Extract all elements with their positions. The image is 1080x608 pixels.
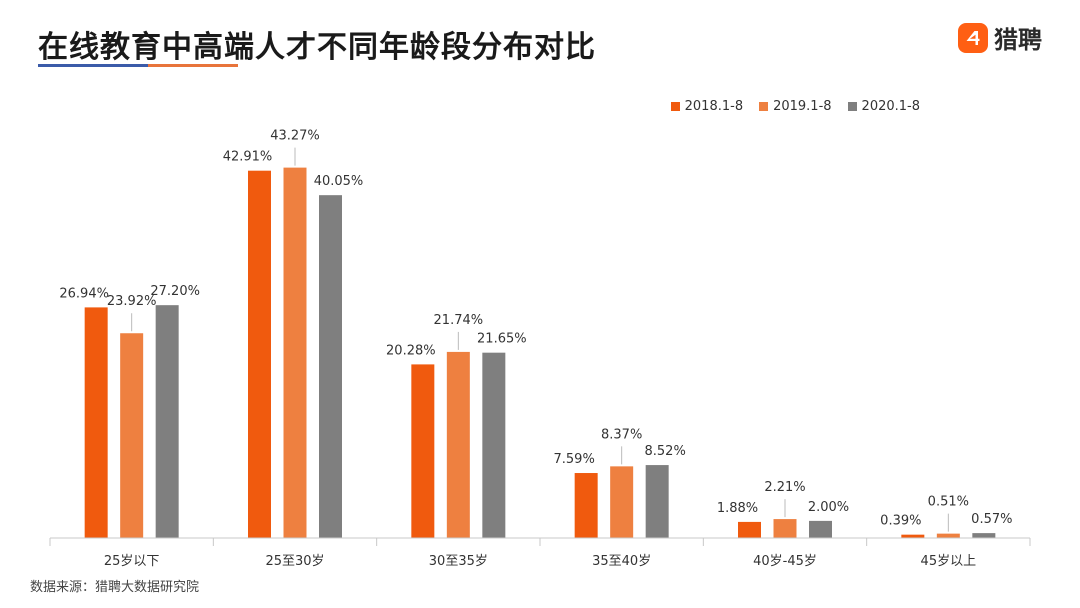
legend-item-2019: 2019.1-8 (759, 99, 832, 114)
legend-item-2018: 2018.1-8 (670, 99, 744, 114)
bar-2-1 (120, 333, 144, 538)
legend-swatch-2020 (847, 102, 857, 111)
data-source-note: 数据来源：猎聘大数据研究院 (30, 580, 200, 595)
chart-legend: 2018.1-8 2019.1-8 2020.1-8 (670, 99, 920, 114)
category-label-1: 25岁以下 (104, 554, 160, 569)
data-label-1-6: 0.39% (880, 514, 921, 529)
data-label-1-3: 20.28% (386, 343, 436, 358)
data-label-1-5: 1.88% (717, 501, 758, 516)
data-label-2-3: 21.74% (434, 313, 484, 328)
bar-2-4 (610, 466, 634, 538)
data-label-3-5: 2.00% (808, 500, 849, 515)
category-label-3: 30至35岁 (429, 554, 488, 569)
brand-logo: 猎聘 (958, 20, 1042, 55)
data-label-3-2: 40.05% (314, 174, 364, 189)
bar-1-2 (248, 170, 271, 538)
page-title: 在线教育中高端人才不同年龄段分布对比 (38, 30, 596, 65)
bar-1-5 (738, 521, 761, 538)
title-underline (38, 64, 238, 67)
data-label-2-5: 2.21% (764, 480, 805, 495)
data-label-1-4: 7.59% (554, 452, 595, 467)
data-label-2-1: 23.92% (107, 294, 157, 309)
bar-2-5 (773, 519, 797, 538)
category-label-4: 35至40岁 (592, 554, 651, 569)
bar-3-6 (972, 533, 996, 538)
legend-label-2019: 2019.1-8 (773, 99, 832, 114)
bar-2-2 (283, 167, 307, 538)
bar-3-5 (809, 520, 832, 538)
category-label-5: 40岁-45岁 (753, 554, 817, 569)
data-label-3-3: 21.65% (477, 332, 527, 347)
logo-mark-icon (958, 22, 988, 53)
category-label-6: 45岁以上 (921, 554, 977, 569)
bar-3-3 (482, 352, 506, 538)
legend-label-2020: 2020.1-8 (861, 99, 920, 114)
bar-1-4 (574, 473, 598, 538)
data-label-1-1: 26.94% (59, 286, 109, 301)
bar-1-6 (901, 534, 925, 538)
legend-swatch-2019 (759, 102, 769, 111)
data-label-3-1: 27.20% (150, 284, 200, 299)
data-label-3-6: 0.57% (971, 512, 1012, 527)
legend-swatch-2018 (670, 102, 680, 111)
legend-item-2020: 2020.1-8 (847, 99, 920, 114)
bar-1-3 (411, 364, 435, 538)
bar-3-2 (319, 195, 342, 538)
bar-2-6 (936, 533, 960, 538)
bar-2-3 (446, 351, 470, 538)
category-label-2: 25至30岁 (265, 554, 324, 569)
data-label-2-2: 43.27% (270, 129, 320, 144)
legend-label-2018: 2018.1-8 (684, 99, 744, 114)
data-label-3-4: 8.52% (645, 444, 686, 459)
bar-1-1 (84, 307, 108, 538)
bar-3-1 (155, 305, 179, 538)
data-label-2-4: 8.37% (601, 427, 642, 442)
data-label-1-2: 42.91% (223, 150, 273, 165)
bar-3-4 (645, 465, 669, 538)
logo-text: 猎聘 (994, 26, 1042, 54)
data-label-2-6: 0.51% (928, 495, 969, 510)
